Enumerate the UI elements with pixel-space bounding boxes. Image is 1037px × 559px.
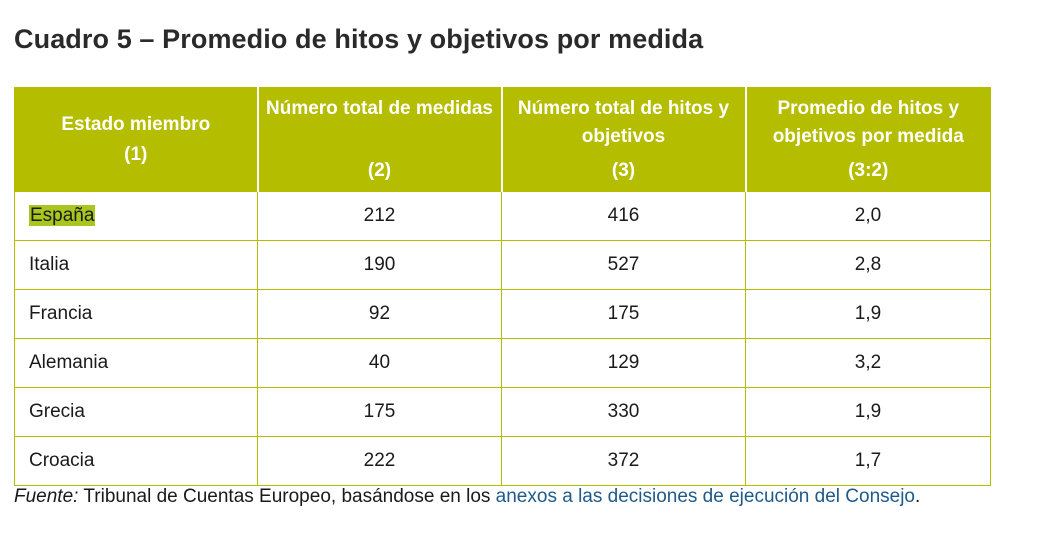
hitos-cell: 330 [501, 386, 746, 437]
header-label: Número total de medidas [266, 98, 493, 119]
medidas-cell: 92 [257, 288, 502, 339]
header-total-hitos: Número total de hitos y objetivos (3) [500, 87, 747, 191]
table-row: Italia 190 527 2,8 [14, 239, 991, 290]
table-row: Francia 92 175 1,9 [14, 288, 991, 339]
header-label: Número total de hitos y objetivos [517, 98, 730, 147]
header-label: Promedio de hitos y objetivos por medida [772, 98, 964, 147]
header-number: (3) [611, 159, 636, 181]
promedio-cell: 2,8 [745, 239, 991, 290]
country-cell: España [14, 190, 258, 241]
header-number: (3:2) [848, 159, 889, 181]
source-end: . [915, 486, 921, 507]
table-row: Grecia 175 330 1,9 [14, 386, 991, 437]
table-row: Alemania 40 129 3,2 [14, 337, 991, 388]
data-table: Estado miembro (1) Número total de medid… [14, 87, 991, 486]
header-row: Estado miembro (1) Número total de medid… [14, 87, 991, 191]
country-cell: Italia [14, 239, 258, 290]
promedio-cell: 1,7 [745, 435, 991, 486]
promedio-cell: 3,2 [745, 337, 991, 388]
hitos-cell: 527 [501, 239, 746, 290]
hitos-cell: 175 [501, 288, 746, 339]
table-title: Cuadro 5 – Promedio de hitos y objetivos… [14, 24, 704, 54]
promedio-cell: 2,0 [745, 190, 991, 241]
header-promedio: Promedio de hitos y objetivos por medida… [744, 87, 991, 191]
hitos-cell: 129 [501, 337, 746, 388]
country-cell: Alemania [14, 337, 258, 388]
medidas-cell: 175 [257, 386, 502, 437]
medidas-cell: 212 [257, 190, 502, 241]
table-row: Croacia 222 372 1,7 [14, 435, 991, 486]
source-label: Fuente: [14, 486, 79, 507]
hitos-cell: 372 [501, 435, 746, 486]
header-number: (1) [124, 143, 148, 165]
promedio-cell: 1,9 [745, 386, 991, 437]
table-row: España 212 416 2,0 [14, 190, 991, 241]
country-cell: Grecia [14, 386, 258, 437]
highlighted-country: España [29, 204, 96, 226]
country-cell: Francia [14, 288, 258, 339]
promedio-cell: 1,9 [745, 288, 991, 339]
hitos-cell: 416 [501, 190, 746, 241]
header-number: (2) [367, 159, 392, 181]
source-text: Tribunal de Cuentas Europeo, basándose e… [78, 486, 496, 507]
medidas-cell: 222 [257, 435, 502, 486]
source-note: Fuente: Tribunal de Cuentas Europeo, bas… [14, 483, 974, 511]
header-estado-miembro: Estado miembro (1) [14, 87, 259, 191]
header-label: Estado miembro [61, 114, 211, 135]
country-cell: Croacia [14, 435, 258, 486]
header-total-medidas: Número total de medidas (2) [256, 87, 503, 191]
medidas-cell: 190 [257, 239, 502, 290]
source-link[interactable]: anexos a las decisiones de ejecución del… [495, 486, 915, 507]
medidas-cell: 40 [257, 337, 502, 388]
